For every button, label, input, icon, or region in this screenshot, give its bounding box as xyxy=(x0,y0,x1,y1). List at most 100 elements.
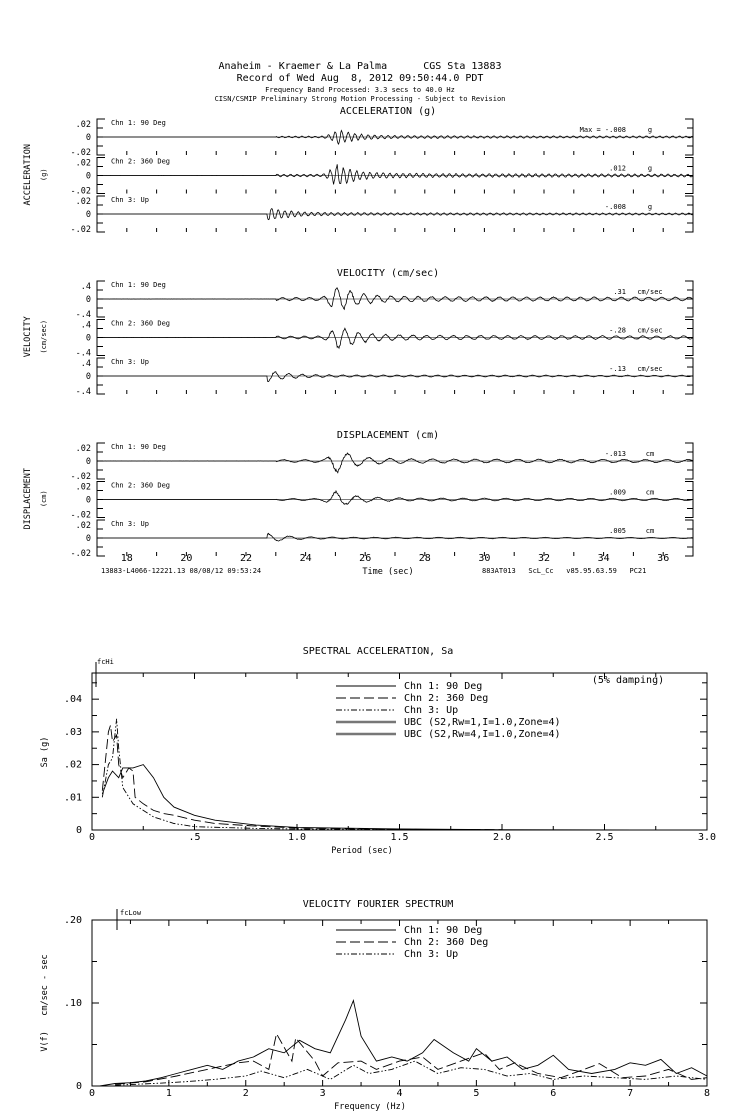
time-tick-label: 26 xyxy=(359,553,371,564)
series-line xyxy=(115,1060,708,1086)
legend-label: Chn 2: 360 Deg xyxy=(404,937,488,948)
sa-marker-label: fcHi xyxy=(97,658,114,666)
vfs-x-label: Frequency (Hz) xyxy=(334,1102,406,1112)
sa-damping-note: (5% damping) xyxy=(592,675,664,686)
y-tick-label: -.02 xyxy=(71,225,91,235)
y-tick-label: 0 xyxy=(86,295,91,305)
channel-max-value: .005 xyxy=(609,527,626,535)
y-tick-label: .04 xyxy=(64,694,82,705)
group-y-label: VELOCITY xyxy=(23,316,33,357)
y-tick-label: 0 xyxy=(86,534,91,544)
y-tick-label: 0 xyxy=(76,825,82,836)
y-tick-label: .01 xyxy=(64,792,82,803)
y-tick-label: -.4 xyxy=(76,310,91,320)
y-tick-label: .20 xyxy=(64,915,82,926)
y-tick-label: .4 xyxy=(81,359,91,369)
y-tick-label: .4 xyxy=(81,321,91,331)
group-y-unit: (g) xyxy=(40,168,48,181)
channel-max-unit: g xyxy=(648,203,652,211)
series-line xyxy=(99,998,708,1087)
group-title: ACCELERATION (g) xyxy=(340,106,436,117)
y-tick-label: .03 xyxy=(64,727,82,738)
channel-max-value: -.28 xyxy=(609,327,626,335)
footer-left: 13883-L4066-12221.13 08/08/12 09:53:24 xyxy=(101,567,261,575)
y-tick-label: .10 xyxy=(64,998,82,1009)
waveform-trace xyxy=(97,489,693,505)
channel-label: Chn 2: 360 Deg xyxy=(111,320,170,328)
waveform-trace xyxy=(97,208,693,221)
time-tick-label: 32 xyxy=(538,553,550,564)
channel-max-value: .012 xyxy=(609,165,626,173)
y-tick-label: .02 xyxy=(76,197,91,207)
y-tick-label: .02 xyxy=(76,159,91,169)
channel-label: Chn 2: 360 Deg xyxy=(111,482,170,490)
waveform-trace xyxy=(97,532,693,542)
y-tick-label: 0 xyxy=(86,334,91,344)
channel-max-value: -.008 xyxy=(605,203,626,211)
y-tick-label: -.02 xyxy=(71,549,91,559)
time-tick-label: 28 xyxy=(419,553,431,564)
series-line xyxy=(101,718,503,831)
y-tick-label: 0 xyxy=(86,372,91,382)
x-tick-label: 1.0 xyxy=(288,832,306,843)
x-tick-label: 7 xyxy=(627,1088,633,1099)
waveform-trace xyxy=(96,327,693,350)
channel-max-value: -.013 xyxy=(605,450,626,458)
plot-frame xyxy=(91,672,708,831)
waveform-trace xyxy=(97,164,693,185)
time-tick-label: 34 xyxy=(598,553,610,564)
channel-max-value: -.13 xyxy=(609,365,626,373)
y-tick-label: .02 xyxy=(64,760,82,771)
x-tick-label: 3.0 xyxy=(698,832,716,843)
x-tick-label: 5 xyxy=(473,1088,479,1099)
y-tick-label: 0 xyxy=(86,172,91,182)
y-tick-label: 0 xyxy=(86,496,91,506)
channel-label: Chn 3: Up xyxy=(111,358,149,366)
channel-max-value: .31 xyxy=(613,288,626,296)
footer-right: 883AT013 ScL_Cc v85.95.63.59 PC21 xyxy=(482,567,646,575)
sa-x-label: Period (sec) xyxy=(331,846,392,856)
channel-max-unit: g xyxy=(648,126,652,134)
time-tick-label: 24 xyxy=(300,553,312,564)
y-tick-label: -.02 xyxy=(71,511,91,521)
x-tick-label: 0 xyxy=(89,832,95,843)
channel-label: Chn 1: 90 Deg xyxy=(111,281,166,289)
channel-max-unit: cm/sec xyxy=(637,365,662,373)
y-tick-label: 0 xyxy=(76,1081,82,1092)
channel-label: Chn 3: Up xyxy=(111,520,149,528)
x-tick-label: 2 xyxy=(243,1088,249,1099)
waveform-trace xyxy=(97,452,693,474)
channel-label: Chn 3: Up xyxy=(111,196,149,204)
y-tick-label: -.02 xyxy=(71,472,91,482)
y-tick-label: .02 xyxy=(76,444,91,454)
channel-max-value: .009 xyxy=(609,489,626,497)
time-tick-label: 36 xyxy=(657,553,669,564)
channel-label: Chn 1: 90 Deg xyxy=(111,443,166,451)
vfs-marker-label: fcLow xyxy=(120,909,142,917)
y-tick-label: -.4 xyxy=(76,387,91,397)
x-tick-label: 6 xyxy=(550,1088,556,1099)
channel-max-value: Max = -.008 xyxy=(580,126,626,134)
channel-label: Chn 2: 360 Deg xyxy=(111,158,170,166)
y-tick-label: .02 xyxy=(76,483,91,493)
y-tick-label: -.02 xyxy=(71,148,91,158)
channel-max-unit: cm xyxy=(646,527,654,535)
legend-label: Chn 1: 90 Deg xyxy=(404,681,482,692)
y-tick-label: 0 xyxy=(86,457,91,467)
group-title: VELOCITY (cm/sec) xyxy=(337,268,439,279)
x-tick-label: 2.0 xyxy=(493,832,511,843)
x-tick-label: 8 xyxy=(704,1088,710,1099)
x-tick-label: 3 xyxy=(320,1088,326,1099)
y-tick-label: 0 xyxy=(86,210,91,220)
sa-title: SPECTRAL ACCELERATION, Sa xyxy=(303,646,454,657)
series-line xyxy=(101,764,708,831)
band-note: Frequency Band Processed: 3.3 secs to 40… xyxy=(265,86,455,94)
y-tick-label: 0 xyxy=(86,133,91,143)
record-title: Record of Wed Aug 8, 2012 09:50:44.0 PDT xyxy=(237,73,484,84)
waveform-trace xyxy=(97,129,693,146)
y-tick-label: .02 xyxy=(76,120,91,130)
legend-label: Chn 3: Up xyxy=(404,705,458,716)
group-y-unit: (cm/sec) xyxy=(40,320,48,354)
y-tick-label: .02 xyxy=(76,521,91,531)
